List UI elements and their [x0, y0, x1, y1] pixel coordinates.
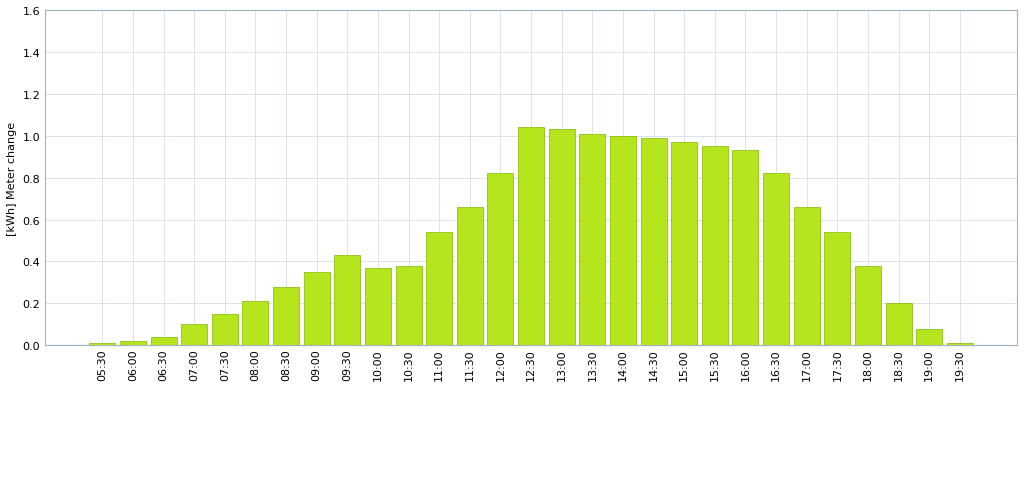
Bar [304, 272, 330, 346]
Bar [886, 304, 911, 346]
Bar [794, 207, 820, 346]
Bar [518, 128, 544, 346]
Bar [641, 139, 667, 346]
Bar [120, 341, 146, 346]
Bar [273, 287, 299, 346]
Bar [426, 233, 453, 346]
Bar [181, 324, 207, 346]
Y-axis label: [kWh] Meter change: [kWh] Meter change [7, 121, 17, 235]
Bar [763, 174, 790, 346]
Bar [212, 314, 238, 346]
Bar [151, 337, 176, 346]
Bar [671, 143, 697, 346]
Bar [732, 151, 759, 346]
Bar [916, 329, 942, 346]
Bar [365, 268, 391, 346]
Bar [487, 174, 513, 346]
Bar [89, 344, 116, 346]
Bar [701, 147, 728, 346]
Bar [610, 136, 636, 346]
Bar [824, 233, 850, 346]
Bar [947, 344, 973, 346]
Bar [549, 130, 574, 346]
Bar [395, 266, 422, 346]
Bar [855, 266, 881, 346]
Bar [457, 207, 483, 346]
Bar [580, 134, 605, 346]
Bar [243, 301, 268, 346]
Bar [334, 256, 360, 346]
